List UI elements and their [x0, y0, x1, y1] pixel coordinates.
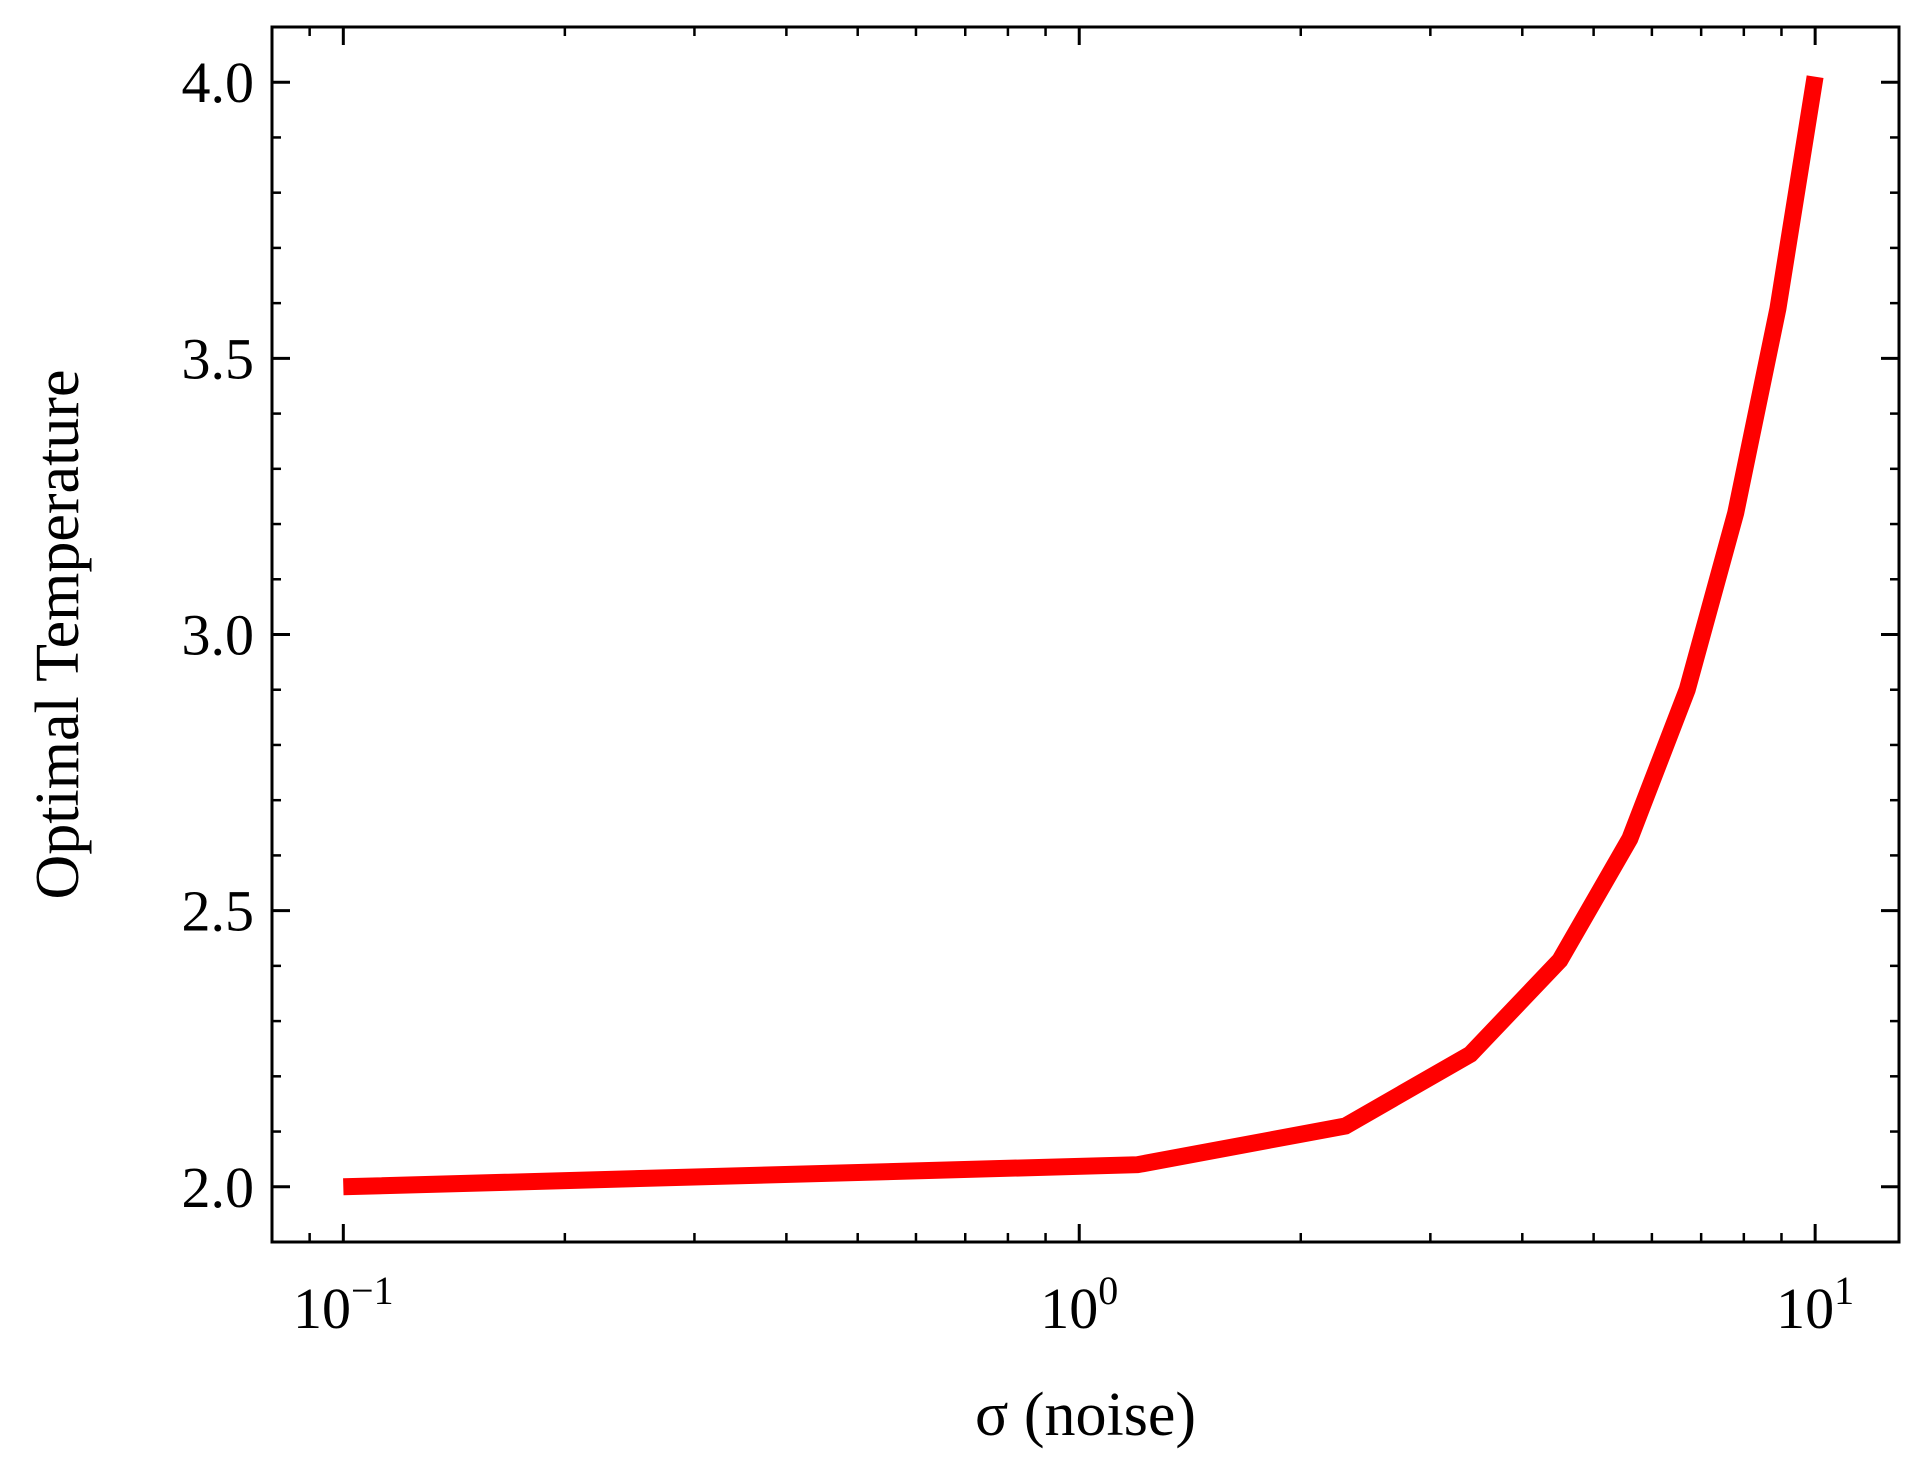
tick-labels: 10−1 100 101 2.0 2.5 3.0 3.5 4.0	[182, 50, 1855, 1341]
x-axis-label: σ (noise)	[975, 1381, 1196, 1449]
x-tick-label: 101	[1776, 1268, 1854, 1341]
y-tick-label: 3.0	[182, 603, 255, 668]
series-line	[343, 75, 1824, 1196]
minor-ticks	[270, 25, 1899, 1244]
y-tick-label: 2.0	[182, 1155, 255, 1220]
x-tick-label: 10−1	[293, 1268, 394, 1341]
series-layer	[343, 75, 1824, 1196]
plot-frame	[270, 25, 1901, 1244]
y-tick-label: 2.5	[182, 879, 255, 944]
y-axis-label: Optimal Temperature	[24, 370, 92, 900]
major-ticks	[272, 27, 1899, 1242]
y-tick-label: 3.5	[182, 326, 255, 391]
x-tick-label: 100	[1040, 1268, 1118, 1341]
y-tick-label: 4.0	[182, 50, 255, 115]
